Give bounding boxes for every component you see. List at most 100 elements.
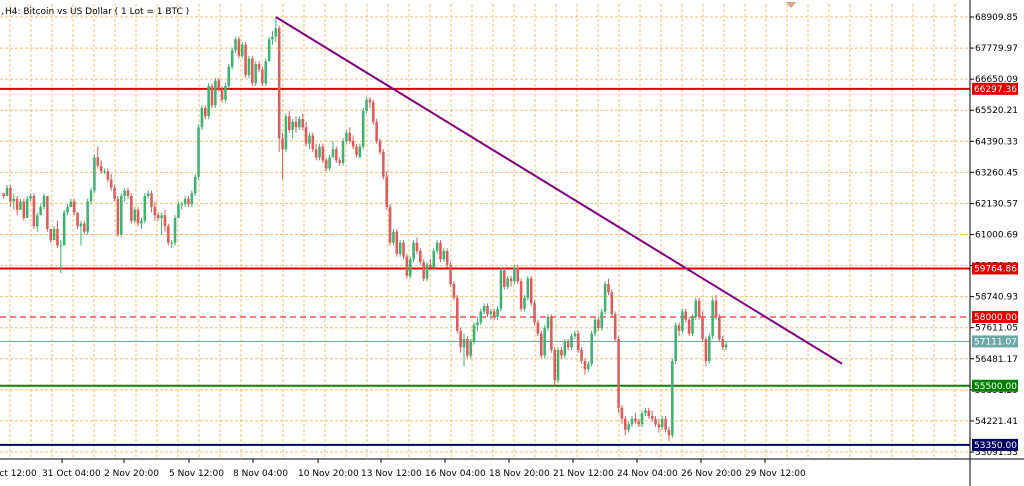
candle-body: [96, 157, 100, 166]
candle-body: [634, 418, 637, 422]
price-tick-label: 66650.09: [975, 75, 1018, 85]
candle-body: [190, 193, 194, 205]
candle-body: [654, 418, 657, 425]
candle-body: [361, 110, 365, 147]
candle-body: [130, 196, 133, 221]
shift-marker-icon[interactable]: [786, 2, 796, 8]
price-tick-label: 64390.33: [975, 137, 1018, 147]
candle-body: [526, 278, 530, 298]
candle-body: [422, 262, 425, 279]
price-tag: [972, 82, 1018, 95]
candle-body: [109, 179, 113, 188]
candle-body: [210, 86, 214, 106]
price-tag: [972, 262, 1018, 275]
candle-body: [113, 187, 116, 199]
candle-body: [79, 223, 83, 227]
candle-body: [459, 330, 462, 348]
candle-body: [237, 39, 241, 56]
time-tick-label: 31 Oct 04:00: [42, 469, 101, 479]
price-tag-label: 58000.00: [974, 313, 1017, 323]
candle-body: [650, 416, 654, 419]
candle-body: [553, 350, 556, 381]
candle-body: [153, 207, 157, 216]
candle-body: [445, 251, 449, 265]
candle-body: [694, 300, 698, 318]
candle-body: [29, 196, 32, 199]
candle-body: [2, 193, 5, 197]
candle-body: [620, 407, 624, 419]
candle-body: [644, 410, 647, 414]
time-tick-label: 2 Nov 20:00: [104, 469, 159, 479]
candle-body: [170, 242, 173, 244]
candle-body: [576, 333, 580, 351]
candle-body: [66, 207, 69, 213]
candle-body: [556, 350, 560, 381]
price-tags: 66297.36 59764.86 58000.00 57111.07 55500.00…: [972, 82, 1018, 451]
candle-body: [284, 116, 288, 150]
candle-body: [687, 319, 691, 334]
candle-body: [42, 196, 46, 208]
candle-body: [351, 141, 355, 147]
candle-body: [120, 196, 123, 235]
candle-body: [546, 317, 550, 329]
candle-body: [691, 317, 694, 334]
candle-body: [412, 242, 415, 260]
candle-body: [193, 176, 197, 194]
candle-body: [503, 270, 506, 287]
candle-body: [143, 196, 147, 221]
candle-body: [566, 341, 570, 348]
candle-body: [607, 284, 610, 293]
price-tick-label: 67779.97: [975, 44, 1018, 54]
candle-body: [466, 339, 469, 356]
candle-body: [697, 300, 701, 318]
price-tick-label: 61000.69: [975, 231, 1018, 241]
candle-body: [482, 306, 486, 312]
price-tag: [972, 311, 1018, 324]
time-tick-label: 8 Nov 04:00: [233, 469, 288, 479]
candle-body: [469, 341, 472, 356]
candle-body: [674, 325, 677, 362]
candle-body: [25, 198, 29, 219]
candle-body: [180, 204, 184, 206]
candle-body: [395, 231, 399, 254]
candle-body: [308, 135, 311, 144]
candle-body: [704, 339, 708, 362]
candle-body: [597, 319, 600, 329]
candle-body: [140, 220, 143, 224]
candle-body: [103, 171, 106, 173]
candle-body: [590, 333, 593, 364]
candle-body: [304, 127, 308, 144]
candle-body: [89, 190, 93, 202]
candle-body: [321, 146, 325, 161]
candle-body: [160, 215, 163, 219]
candle-body: [610, 292, 614, 315]
candle-body: [177, 204, 180, 219]
candle-body: [335, 149, 338, 161]
grid: [0, 4, 970, 458]
candle-body: [398, 242, 402, 254]
candle-body: [234, 39, 237, 51]
candle-body: [294, 121, 298, 128]
candle-body: [533, 303, 536, 323]
candle-body: [314, 149, 318, 158]
candle-body: [271, 36, 274, 40]
candle-body: [348, 132, 352, 142]
candle-body: [291, 121, 294, 131]
candle-body: [580, 350, 583, 362]
candle-body: [86, 201, 89, 232]
candle-body: [331, 149, 335, 158]
candle-body: [19, 201, 22, 210]
candle-body: [392, 231, 395, 243]
candle-body: [49, 229, 52, 241]
candle-body: [207, 86, 210, 117]
candle-body: [388, 207, 392, 243]
candle-body: [93, 157, 96, 191]
candle-body: [183, 198, 187, 205]
candle-body: [274, 28, 278, 37]
candle-body: [509, 278, 513, 282]
candle-body: [355, 146, 358, 155]
candle-body: [46, 196, 49, 230]
